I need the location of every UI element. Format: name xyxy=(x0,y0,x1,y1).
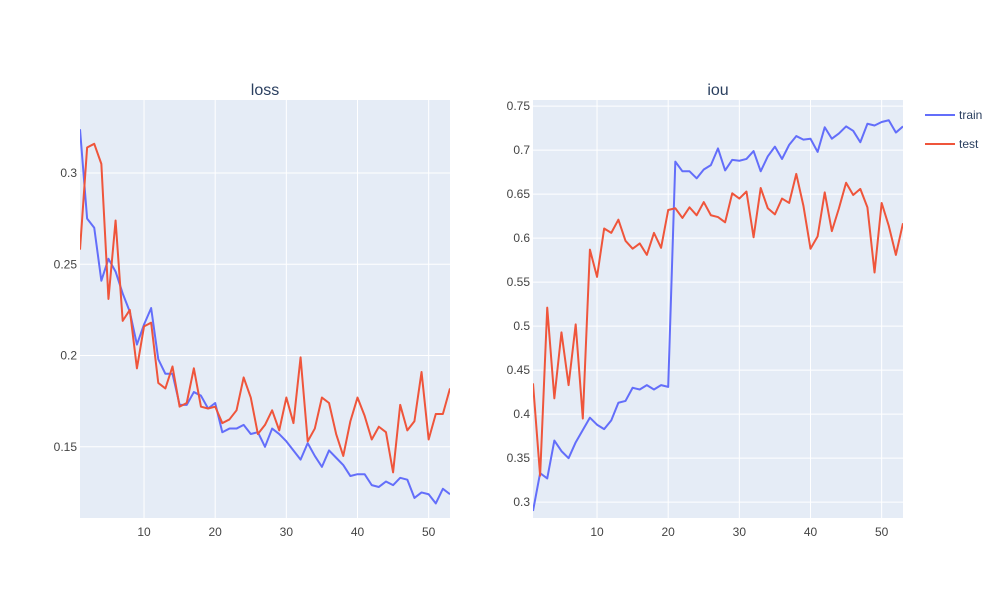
iou-y-tick-label: 0.45 xyxy=(507,363,531,377)
legend-test-label: test xyxy=(959,137,979,151)
iou-y-tick-label: 0.7 xyxy=(513,143,530,157)
loss-y-tick-label: 0.25 xyxy=(54,257,78,271)
loss-y-tick-label: 0.2 xyxy=(60,349,77,363)
loss-train-line xyxy=(80,129,450,505)
loss-subplot: 10 20 30 40 50 0.15 0.2 0.25 0.3 loss xyxy=(54,82,450,539)
loss-x-tick-label: 10 xyxy=(137,525,151,539)
iou-train-line xyxy=(533,119,903,512)
iou-x-tick-label: 40 xyxy=(804,525,818,539)
loss-y-tick-label: 0.3 xyxy=(60,166,77,180)
iou-x-tick-label: 10 xyxy=(590,525,604,539)
loss-x-tick-label: 50 xyxy=(422,525,436,539)
iou-y-tick-label: 0.55 xyxy=(507,275,531,289)
legend-train-label: train xyxy=(959,108,982,122)
loss-test-line xyxy=(80,142,450,474)
iou-x-tick-label: 20 xyxy=(662,525,676,539)
iou-y-tick-label: 0.75 xyxy=(507,99,531,113)
iou-subplot: 10 20 30 40 50 0.3 0.35 0.4 0.45 0.5 0.55 0.6 0.65 0.… xyxy=(507,82,903,539)
loss-y-tick-label: 0.15 xyxy=(54,440,78,454)
legend: train test xyxy=(925,108,982,151)
iou-title: iou xyxy=(707,82,728,99)
loss-x-tick-label: 30 xyxy=(280,525,294,539)
iou-y-tick-label: 0.3 xyxy=(513,495,530,509)
loss-title: loss xyxy=(251,82,279,99)
iou-x-tick-label: 30 xyxy=(733,525,747,539)
loss-x-tick-label: 40 xyxy=(351,525,365,539)
iou-plot-area xyxy=(533,100,903,518)
iou-test-line xyxy=(533,172,903,477)
iou-y-tick-label: 0.35 xyxy=(507,451,531,465)
iou-y-tick-label: 0.65 xyxy=(507,187,531,201)
iou-y-tick-label: 0.6 xyxy=(513,231,530,245)
iou-y-tick-label: 0.4 xyxy=(513,407,530,421)
iou-y-tick-label: 0.5 xyxy=(513,319,530,333)
iou-x-tick-label: 50 xyxy=(875,525,889,539)
loss-x-tick-label: 20 xyxy=(209,525,223,539)
